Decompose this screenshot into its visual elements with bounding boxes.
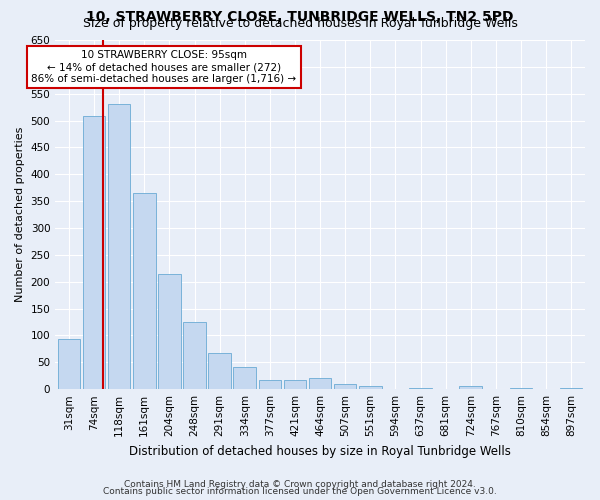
Text: Size of property relative to detached houses in Royal Tunbridge Wells: Size of property relative to detached ho… — [83, 18, 517, 30]
Text: Contains public sector information licensed under the Open Government Licence v3: Contains public sector information licen… — [103, 487, 497, 496]
X-axis label: Distribution of detached houses by size in Royal Tunbridge Wells: Distribution of detached houses by size … — [129, 444, 511, 458]
Bar — [309, 378, 331, 389]
Bar — [108, 104, 130, 389]
Bar — [233, 366, 256, 389]
Text: 10 STRAWBERRY CLOSE: 95sqm
← 14% of detached houses are smaller (272)
86% of sem: 10 STRAWBERRY CLOSE: 95sqm ← 14% of deta… — [31, 50, 296, 84]
Bar — [259, 380, 281, 389]
Text: 10, STRAWBERRY CLOSE, TUNBRIDGE WELLS, TN2 5PD: 10, STRAWBERRY CLOSE, TUNBRIDGE WELLS, T… — [86, 10, 514, 24]
Bar — [284, 380, 306, 389]
Bar — [334, 384, 356, 389]
Text: Contains HM Land Registry data © Crown copyright and database right 2024.: Contains HM Land Registry data © Crown c… — [124, 480, 476, 489]
Bar — [183, 322, 206, 389]
Bar — [158, 274, 181, 389]
Bar — [208, 352, 231, 389]
Bar — [409, 388, 432, 389]
Bar — [83, 116, 106, 389]
Bar — [460, 386, 482, 389]
Bar — [359, 386, 382, 389]
Bar — [509, 388, 532, 389]
Bar — [133, 193, 155, 389]
Bar — [560, 388, 583, 389]
Bar — [58, 339, 80, 389]
Y-axis label: Number of detached properties: Number of detached properties — [15, 127, 25, 302]
